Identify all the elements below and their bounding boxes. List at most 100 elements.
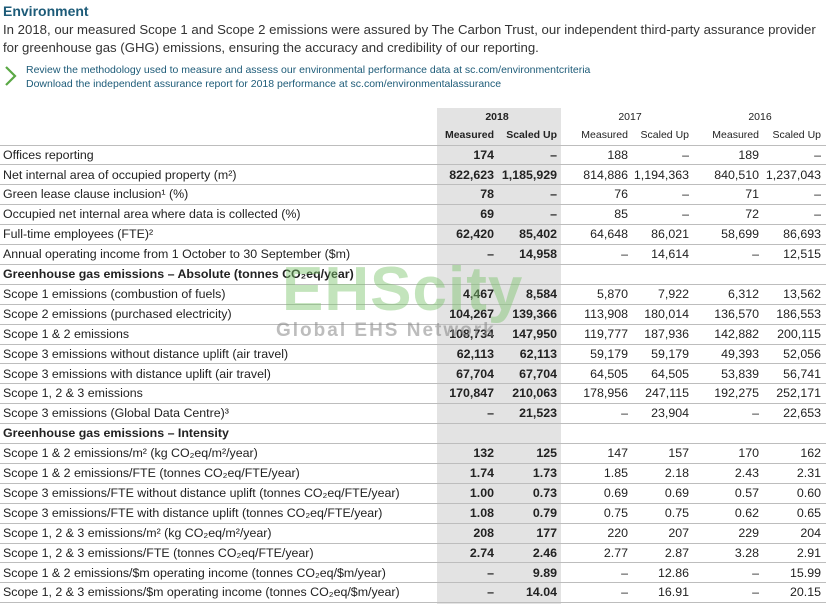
cell-value: 200,115 [777,326,821,341]
cell-value: 78 [480,187,494,202]
cell-value: 142,882 [714,326,759,341]
column-header: Scaled Up [506,129,557,141]
row-label: Scope 3 emissions with distance uplift (… [3,366,271,381]
highlight-column [437,108,561,604]
column-header: Measured [581,129,628,141]
cell-value: 52,056 [783,346,821,361]
cell-value: 62,113 [519,346,557,361]
cell-value: 0.65 [796,505,821,520]
cell-value: – [487,565,494,580]
cell-value: 76 [614,187,628,202]
row-label: Net internal area of occupied property (… [3,167,237,182]
cell-value: 822,623 [449,167,494,182]
cell-value: 0.69 [603,485,628,500]
table-row: Scope 1 emissions (combustion of fuels) 4… [0,285,826,305]
table-row: Scope 1, 2 & 3 emissions/m² (kg CO₂eq/m²… [0,524,826,544]
link[interactable]: Download the independent assurance repor… [26,78,502,90]
cell-value: 13,562 [783,286,821,301]
cell-value: 220 [607,525,628,540]
cell-value: 170,847 [449,386,494,401]
cell-value: 85 [614,207,628,222]
cell-value: 0.62 [734,505,759,520]
cell-value: 210,063 [512,386,557,401]
column-header: Measured [712,129,759,141]
cell-value: 132 [473,446,494,461]
cell-value: 113,908 [584,306,628,321]
cell-value: 1.73 [532,466,557,480]
cell-value: – [752,406,759,421]
table-row: Scope 1 & 2 emissions/FTE (tonnes CO₂eq/… [0,464,826,484]
row-label: Greenhouse gas emissions – Absolute (ton… [3,267,354,281]
row-label: Scope 1, 2 & 3 emissions [3,386,143,401]
cell-value: 104,267 [449,306,494,321]
cell-value: – [487,247,494,262]
cell-value: 22,653 [783,406,821,421]
cell-value: – [814,147,821,162]
cell-value: 204 [800,525,821,540]
cell-value: – [682,147,689,162]
table-row: Scope 3 emissions with distance uplift (… [0,365,826,385]
table-row: Net internal area of occupied property (… [0,166,826,186]
row-label: Scope 3 emissions without distance uplif… [3,346,289,361]
table-row: Scope 1 & 2 emissions 108,734 147,950 119,7… [0,325,826,345]
cell-value: 2.91 [796,545,821,560]
cell-value: – [814,187,821,202]
table-row: Scope 1 & 2 emissions/m² (kg CO₂eq/m²/ye… [0,444,826,464]
cell-value: – [621,406,628,421]
table-row: Scope 3 emissions/FTE without distance u… [0,484,826,504]
cell-value: 188 [607,147,628,162]
row-label: Scope 1, 2 & 3 emissions/m² (kg CO₂eq/m²… [3,525,272,540]
table-row: Scope 1, 2 & 3 emissions/$m operating in… [0,583,826,604]
cell-value: 192,275 [714,386,759,401]
cell-value: 6,312 [727,286,759,301]
column-header: Measured [444,129,494,141]
cell-value: 207 [668,525,689,540]
row-label: Occupied net internal area where data is… [3,207,301,222]
cell-value: 108,734 [449,326,494,341]
row-label: Annual operating income from 1 October t… [3,247,351,262]
cell-value: – [621,565,628,580]
cell-value: 186,553 [776,306,821,321]
cell-value: 62,113 [456,346,494,361]
cell-value: 59,179 [590,346,628,361]
column-header: Scaled Up [640,129,689,141]
table-row: Scope 3 emissions (Global Data Centre)³ –… [0,404,826,425]
table-row: Green lease clause inclusion¹ (%) 78 – 76 – 7… [0,185,826,206]
year-header: 2018 [485,111,509,123]
cell-value: 53,839 [721,366,759,381]
cell-value: 252,171 [776,386,821,401]
row-label: Scope 3 emissions/FTE with distance upli… [3,505,383,520]
cell-value: 2.31 [796,466,821,480]
row-label: Offices reporting [3,147,94,162]
cell-value: 14.04 [525,585,557,600]
row-label: Scope 1 & 2 emissions/m² (kg CO₂eq/m²/ye… [3,446,258,461]
cell-value: 247,115 [645,386,689,401]
cell-value: 1.08 [469,505,494,520]
cell-value: 4,467 [462,286,494,301]
link[interactable]: Review the methodology used to measure a… [26,64,591,76]
cell-value: 86,693 [783,227,821,242]
cell-value: 67,704 [456,366,494,381]
cell-value: 0.60 [796,485,821,500]
chevron-icon [5,66,17,86]
cell-value: 0.73 [532,485,557,500]
title: Environment [3,3,89,19]
cell-value: 8,584 [525,286,557,301]
cell-value: 49,393 [721,346,759,361]
cell-value: 1,194,363 [633,167,689,182]
watermark-tagline: Global EHS Network [276,320,496,341]
cell-value: 1,185,929 [501,167,557,182]
cell-value: – [550,187,557,202]
cell-value: 14,958 [519,247,557,262]
table-row: Full-time employees (FTE)² 62,420 85,402 64… [0,225,826,246]
cell-value: – [752,247,759,262]
row-label: Scope 1 & 2 emissions/FTE (tonnes CO₂eq/… [3,466,300,480]
cell-value: – [487,585,494,600]
cell-value: 64,505 [651,366,689,381]
row-label: Scope 2 emissions (purchased electricity… [3,306,232,321]
section-row: Greenhouse gas emissions – Absolute (ton… [0,265,826,285]
cell-value: 20.15 [789,585,821,600]
cell-value: 72 [745,207,759,222]
cell-value: 177 [536,525,557,540]
cell-value: 12,515 [783,247,821,262]
